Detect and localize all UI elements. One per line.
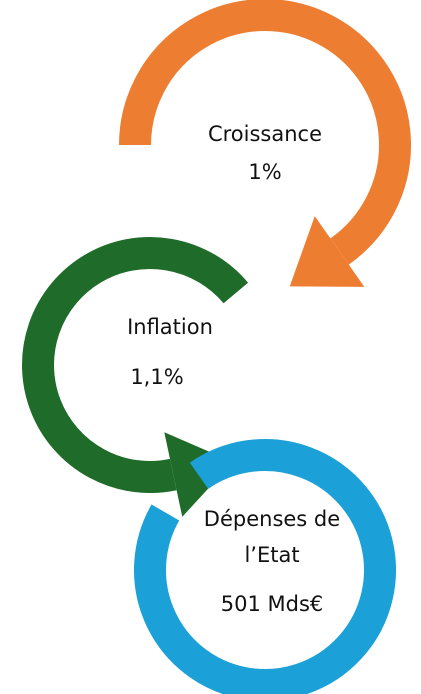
arrow-head [289, 216, 365, 287]
node-value: 1,1% [130, 365, 183, 389]
arc [119, 0, 411, 265]
arc [22, 237, 249, 493]
arc [134, 439, 396, 694]
node-label: l’Etat [244, 543, 299, 567]
node-value: 1% [248, 160, 281, 184]
arrows [22, 0, 411, 694]
node-value: 501 Mds€ [221, 592, 324, 616]
node-label: Dépenses de [204, 507, 340, 531]
node-label: Inflation [127, 315, 213, 339]
node-label: Croissance [208, 122, 322, 146]
